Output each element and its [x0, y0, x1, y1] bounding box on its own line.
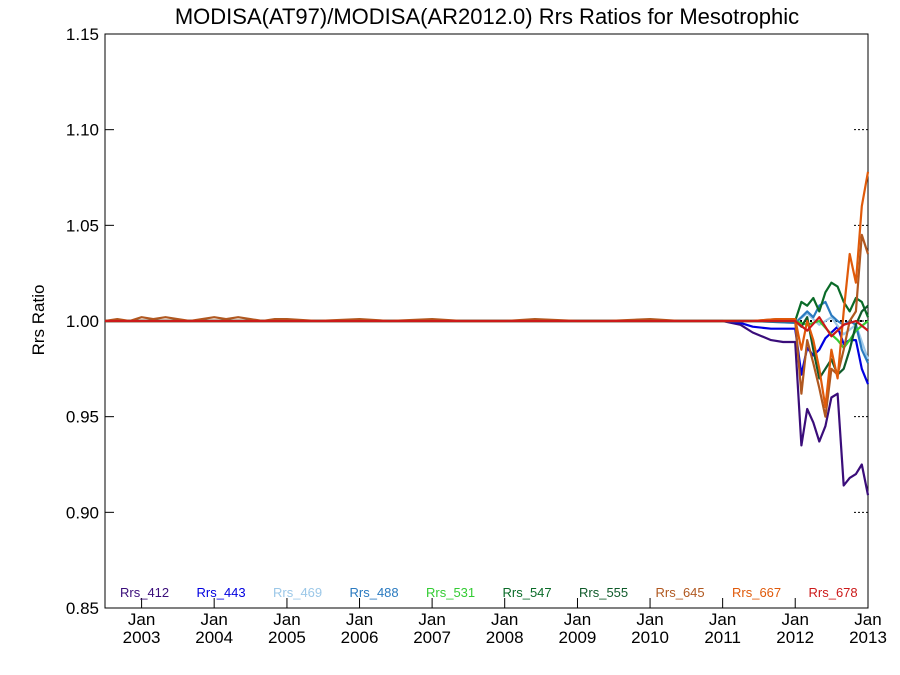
- series-group: [104, 171, 870, 496]
- legend-item-rrs-645: Rrs_645: [656, 585, 705, 600]
- x-tick-year: 2011: [704, 628, 741, 647]
- x-tick-month: Jan: [128, 610, 155, 629]
- series-line-rrs-531: [105, 319, 869, 349]
- x-axis: Jan2003Jan2004Jan2005Jan2006Jan2007Jan20…: [123, 598, 887, 647]
- y-axis-label: Rrs Ratio: [29, 285, 48, 356]
- y-tick-label: 1.00: [66, 312, 99, 331]
- legend-item-rrs-443: Rrs_443: [197, 585, 246, 600]
- series-line-rrs-667: [105, 171, 870, 409]
- x-tick-year: 2003: [123, 628, 161, 647]
- x-tick-year: 2008: [486, 628, 524, 647]
- legend-item-rrs-531: Rrs_531: [426, 585, 475, 600]
- legend-item-rrs-555: Rrs_555: [579, 585, 628, 600]
- x-tick-month: Jan: [564, 610, 591, 629]
- y-axis: 0.85 0.90 0.95 1.00 1.05 1.10 1.15: [66, 25, 868, 618]
- x-tick-month: Jan: [782, 610, 809, 629]
- series-line-rrs-443: [105, 319, 870, 385]
- x-tick-month: Jan: [854, 610, 881, 629]
- series-line-rrs-412: [105, 319, 870, 496]
- legend-item-rrs-488: Rrs_488: [350, 585, 399, 600]
- series-line-rrs-555: [105, 304, 869, 380]
- legend-item-rrs-667: Rrs_667: [732, 585, 781, 600]
- y-tick-label: 0.90: [66, 503, 99, 522]
- x-tick-year: 2009: [559, 628, 597, 647]
- x-tick-month: Jan: [636, 610, 663, 629]
- y-tick-label: 1.15: [66, 25, 99, 44]
- legend-item-rrs-678: Rrs_678: [809, 585, 858, 600]
- legend-item-rrs-547: Rrs_547: [503, 585, 552, 600]
- legend: Rrs_412 Rrs_443 Rrs_469 Rrs_488 Rrs_531 Rrs_5…: [120, 585, 858, 600]
- legend-item-rrs-469: Rrs_469: [273, 585, 322, 600]
- x-tick-month: Jan: [709, 610, 736, 629]
- series-line-rrs-547: [105, 281, 870, 323]
- x-tick-year: 2012: [776, 628, 814, 647]
- x-tick-month: Jan: [346, 610, 373, 629]
- x-tick-year: 2004: [195, 628, 233, 647]
- series-line-rrs-678: [105, 316, 869, 338]
- x-tick-year: 2010: [631, 628, 669, 647]
- y-tick-label: 1.10: [66, 121, 99, 140]
- x-tick-year: 2005: [268, 628, 306, 647]
- x-tick-year: 2007: [413, 628, 451, 647]
- chart-title: MODISA(AT97)/MODISA(AR2012.0) Rrs Ratios…: [175, 4, 799, 29]
- y-tick-label: 1.05: [66, 216, 99, 235]
- y-tick-label: 0.95: [66, 408, 99, 427]
- y-tick-label: 0.85: [66, 599, 99, 618]
- x-tick-year: 2006: [341, 628, 379, 647]
- x-tick-year: 2013: [849, 628, 887, 647]
- x-tick-month: Jan: [418, 610, 445, 629]
- x-tick-month: Jan: [491, 610, 518, 629]
- legend-item-rrs-412: Rrs_412: [120, 585, 169, 600]
- x-tick-month: Jan: [273, 610, 300, 629]
- x-tick-month: Jan: [200, 610, 227, 629]
